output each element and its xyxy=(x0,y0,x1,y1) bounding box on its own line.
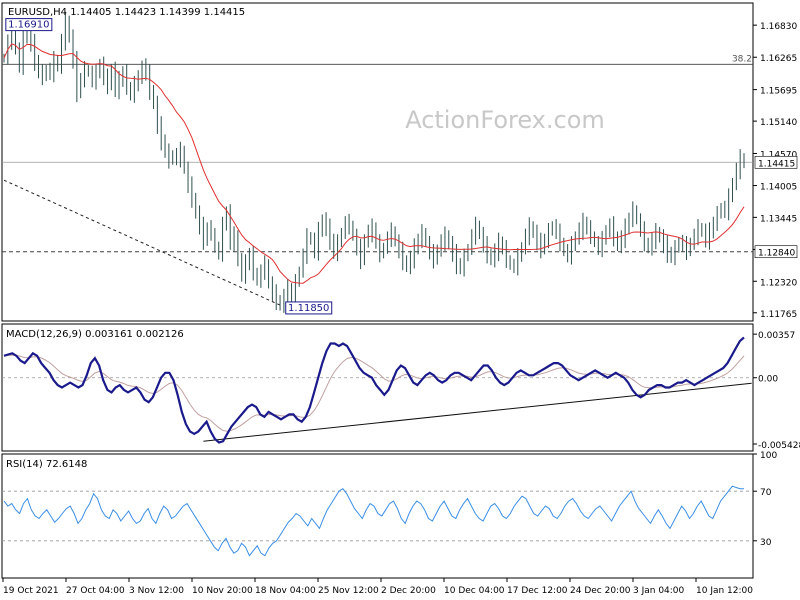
rsi-panel-frame xyxy=(1,453,754,579)
price-annotation-box xyxy=(5,18,53,32)
price-layer: 38.2 1.16910 1.11850 xyxy=(2,11,753,315)
price-axis-label: 1.14570 xyxy=(760,150,797,160)
time-axis-label: 2 Dec 20:00 xyxy=(381,586,436,596)
price-badge-label: 1.12840 xyxy=(758,249,795,259)
macd-signal-line xyxy=(3,354,745,432)
macd-panel-frame xyxy=(1,323,754,452)
macd-trendline xyxy=(203,382,752,442)
rsi-line xyxy=(3,485,744,557)
price-badge-label: 1.14415 xyxy=(758,159,795,169)
rsi-axis-label: 70 xyxy=(760,488,772,498)
time-axis-label: 18 Nov 04:00 xyxy=(255,586,316,596)
price-badge xyxy=(754,155,798,169)
price-badge xyxy=(754,245,798,259)
time-axis-label: 17 Dec 12:00 xyxy=(507,586,568,596)
macd-axis-label: 0.00 xyxy=(758,375,778,385)
price-axis-label: 1.12320 xyxy=(760,278,797,288)
watermark: ActionForex.com xyxy=(405,106,605,134)
macd-panel-title: MACD(12,26,9) 0.003161 0.002126 xyxy=(6,329,184,340)
rsi-layer xyxy=(2,485,753,557)
price-axis-label: 1.13445 xyxy=(760,214,797,224)
time-axis-label: 24 Dec 20:00 xyxy=(570,586,631,596)
time-axis-label: 10 Jan 12:00 xyxy=(696,586,753,596)
price-annotation-label: 1.11850 xyxy=(288,303,329,314)
axis-layer: 1.16830 1.16265 1.15695 1.15140 1.14570 1.140… xyxy=(2,22,800,596)
time-axis-label: 27 Oct 04:00 xyxy=(66,586,125,596)
time-axis-label: 3 Nov 12:00 xyxy=(129,586,184,596)
price-axis-label: 1.15695 xyxy=(760,87,797,97)
rsi-axis-label: 100 xyxy=(760,451,777,461)
moving-average-line xyxy=(3,43,745,284)
time-axis-label: 25 Nov 12:00 xyxy=(318,586,379,596)
fib-level-label: 38.2 xyxy=(732,54,752,64)
price-axis-label: 1.15140 xyxy=(760,118,797,128)
macd-axis-label: -0.005428 xyxy=(758,441,800,451)
time-axis-label: 3 Jan 04:00 xyxy=(633,586,685,596)
macd-layer xyxy=(2,336,753,444)
price-axis-label: 1.16830 xyxy=(760,22,797,32)
time-axis-label: 10 Dec 04:00 xyxy=(444,586,505,596)
rsi-axis-label: 30 xyxy=(760,538,772,548)
macd-line xyxy=(3,336,745,444)
price-annotation-box xyxy=(285,301,333,315)
price-axis-label: 1.14005 xyxy=(760,183,797,193)
price-axis-label: 1.16265 xyxy=(760,54,797,64)
price-annotation-label: 1.16910 xyxy=(8,20,49,31)
time-axis-label: 10 Nov 20:00 xyxy=(192,586,253,596)
price-trendline xyxy=(3,179,281,306)
price-panel-title: EURUSD,H4 1.14405 1.14423 1.14399 1.1441… xyxy=(8,7,245,18)
rsi-panel-title: RSI(14) 72.6148 xyxy=(6,459,87,470)
price-axis-label: 1.11765 xyxy=(760,310,797,320)
time-axis-label: 19 Oct 2021 xyxy=(3,586,59,596)
macd-axis-label: 0.00357 xyxy=(758,331,795,341)
